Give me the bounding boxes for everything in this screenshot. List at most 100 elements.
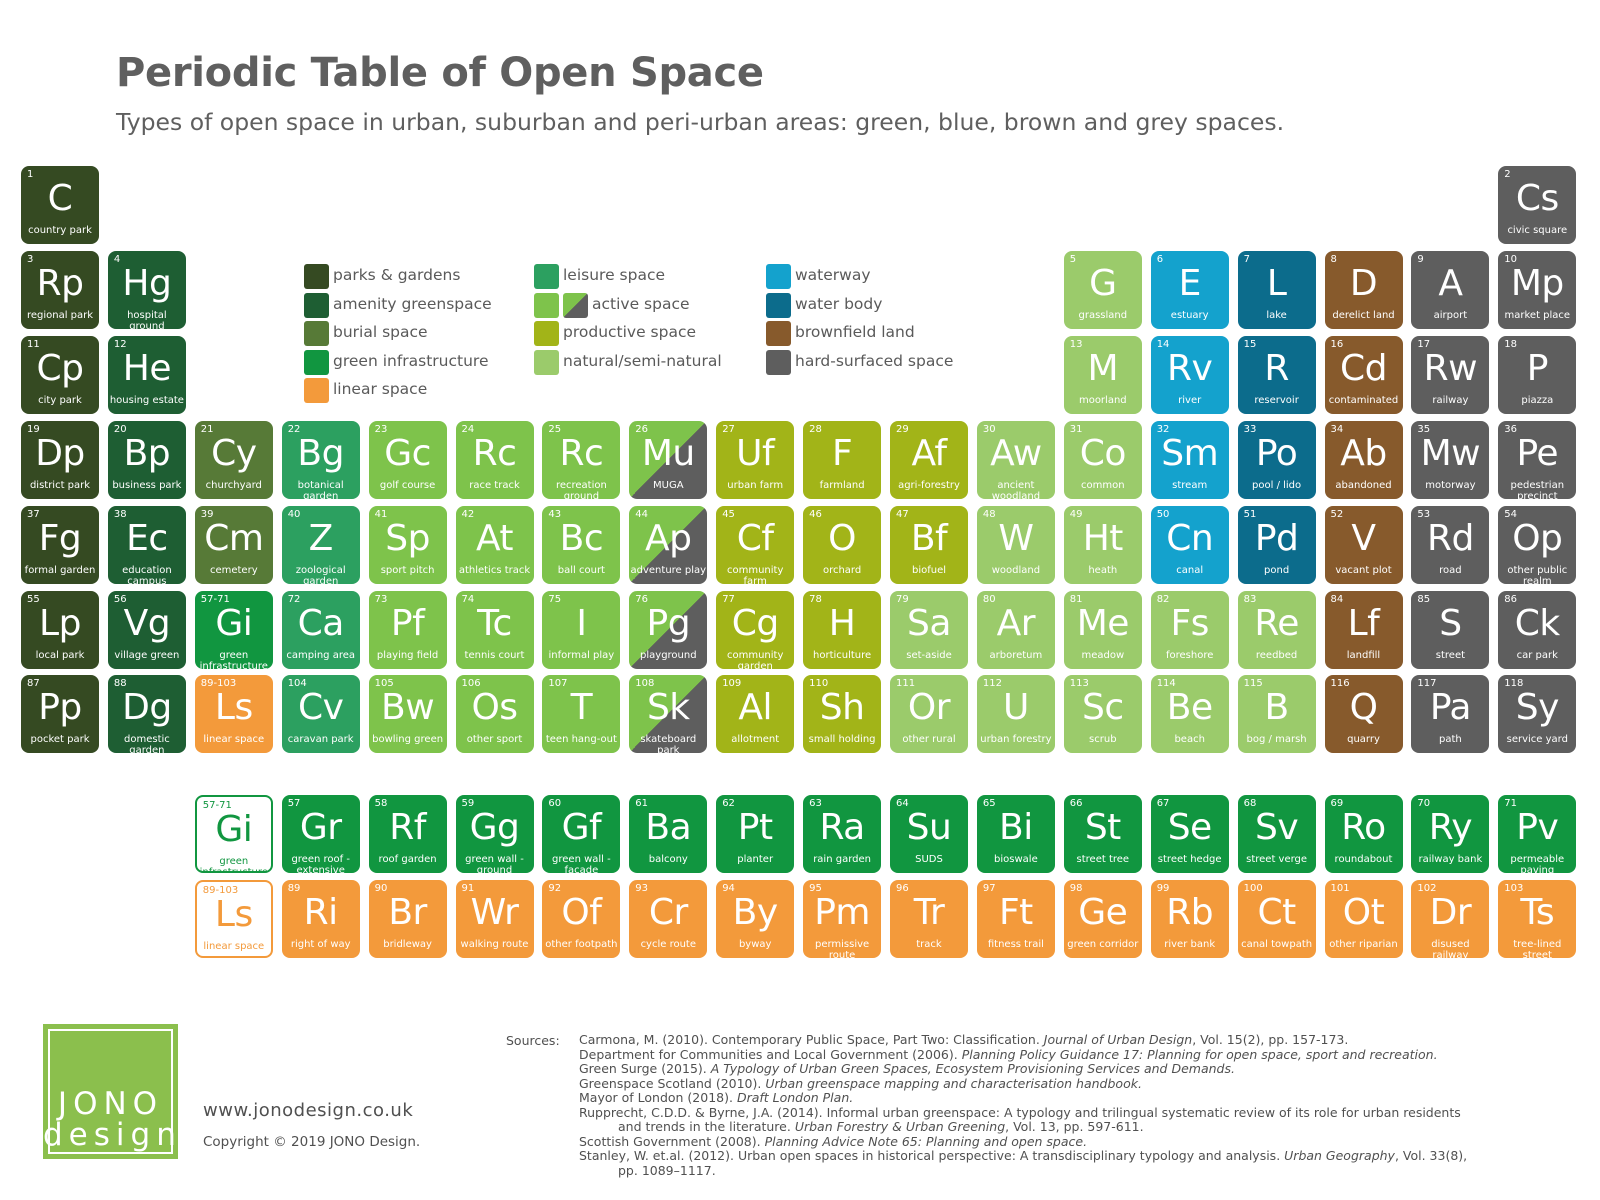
element-tile-lp[interactable]: 55 Lp local park bbox=[21, 591, 99, 669]
element-tile-or[interactable]: 111 Or other rural bbox=[890, 675, 968, 753]
element-tile-gi[interactable]: 57-71 Gi green infrastructure bbox=[194, 591, 273, 669]
element-tile-sa[interactable]: 79 Sa set-aside bbox=[890, 591, 968, 669]
element-tile-po[interactable]: 33 Po pool / lido bbox=[1237, 421, 1316, 499]
element-tile-gg[interactable]: 59 Gg green wall - ground bbox=[455, 795, 534, 873]
element-tile-bf[interactable]: 47 Bf biofuel bbox=[890, 506, 968, 584]
element-tile-dg[interactable]: 88 Dg domestic garden bbox=[107, 675, 186, 753]
element-tile-bi[interactable]: 65 Bi bioswale bbox=[976, 795, 1055, 873]
element-tile-by[interactable]: 94 By byway bbox=[716, 880, 795, 958]
element-tile-ri[interactable]: 89 Ri right of way bbox=[281, 880, 360, 958]
element-tile-ck[interactable]: 86 Ck car park bbox=[1498, 591, 1577, 669]
element-tile-uf[interactable]: 27 Uf urban farm bbox=[716, 421, 795, 499]
element-tile-ab[interactable]: 34 Ab abandoned bbox=[1324, 421, 1403, 499]
element-tile-cd[interactable]: 16 Cd contaminated bbox=[1324, 336, 1403, 414]
element-tile-ls[interactable]: 89-103 Ls linear space bbox=[194, 675, 273, 753]
element-tile-pa[interactable]: 117 Pa path bbox=[1411, 675, 1490, 753]
element-tile-ra[interactable]: 63 Ra rain garden bbox=[803, 795, 882, 873]
element-tile-cv[interactable]: 104 Cv caravan park bbox=[281, 675, 360, 753]
element-tile-rd[interactable]: 53 Rd road bbox=[1411, 506, 1490, 584]
element-tile-br[interactable]: 90 Br bridleway bbox=[368, 880, 447, 958]
element-tile-sc[interactable]: 113 Sc scrub bbox=[1063, 675, 1142, 753]
element-tile-gc[interactable]: 23 Gc golf course bbox=[368, 421, 447, 499]
element-tile-ro[interactable]: 69 Ro roundabout bbox=[1324, 795, 1403, 873]
element-tile-ht[interactable]: 49 Ht heath bbox=[1063, 506, 1142, 584]
element-tile-mp[interactable]: 10 Mp market place bbox=[1498, 251, 1577, 329]
element-tile-sk[interactable]: 108 Sk skateboard park bbox=[629, 675, 708, 753]
element-tile-rf[interactable]: 58 Rf roof garden bbox=[368, 795, 447, 873]
element-tile-ap[interactable]: 44 Ap adventure play bbox=[629, 506, 708, 584]
element-tile-ft[interactable]: 97 Ft fitness trail bbox=[976, 880, 1055, 958]
element-tile-ry[interactable]: 70 Ry railway bank bbox=[1411, 795, 1490, 873]
element-tile-gr[interactable]: 57 Gr green roof - extensive bbox=[281, 795, 360, 873]
element-tile-pt[interactable]: 62 Pt planter bbox=[716, 795, 795, 873]
element-tile-bc[interactable]: 43 Bc ball court bbox=[542, 506, 621, 584]
element-tile-be[interactable]: 114 Be beach bbox=[1150, 675, 1229, 753]
element-tile-ls[interactable]: 89-103 Ls linear space bbox=[194, 880, 273, 958]
element-tile-op[interactable]: 54 Op other public realm bbox=[1498, 506, 1577, 584]
element-tile-bw[interactable]: 105 Bw bowling green bbox=[368, 675, 447, 753]
element-tile-st[interactable]: 66 St street tree bbox=[1063, 795, 1142, 873]
element-tile-of[interactable]: 92 Of other footpath bbox=[542, 880, 621, 958]
element-tile-wr[interactable]: 91 Wr walking route bbox=[455, 880, 534, 958]
element-tile-rp[interactable]: 3 Rp regional park bbox=[21, 251, 99, 329]
element-tile-pv[interactable]: 71 Pv permeable paving bbox=[1498, 795, 1577, 873]
element-tile-cs[interactable]: 2 Cs civic square bbox=[1498, 166, 1577, 244]
element-tile-bg[interactable]: 22 Bg botanical garden bbox=[281, 421, 360, 499]
element-tile-bp[interactable]: 20 Bp business park bbox=[107, 421, 186, 499]
element-tile-sy[interactable]: 118 Sy service yard bbox=[1498, 675, 1577, 753]
element-tile-dr[interactable]: 102 Dr disused railway bbox=[1411, 880, 1490, 958]
element-tile-gf[interactable]: 60 Gf green wall - facade bbox=[542, 795, 621, 873]
element-tile-me[interactable]: 81 Me meadow bbox=[1063, 591, 1142, 669]
element-tile-al[interactable]: 109 Al allotment bbox=[716, 675, 795, 753]
element-tile-ot[interactable]: 101 Ot other riparian bbox=[1324, 880, 1403, 958]
element-tile-rc[interactable]: 24 Rc race track bbox=[455, 421, 534, 499]
element-tile-cn[interactable]: 50 Cn canal bbox=[1150, 506, 1229, 584]
element-tile-hg[interactable]: 4 Hg hospital ground bbox=[107, 251, 186, 329]
element-tile-cf[interactable]: 45 Cf community farm bbox=[716, 506, 795, 584]
element-tile-tc[interactable]: 74 Tc tennis court bbox=[455, 591, 534, 669]
element-tile-pf[interactable]: 73 Pf playing field bbox=[368, 591, 447, 669]
element-tile-sp[interactable]: 41 Sp sport pitch bbox=[368, 506, 447, 584]
element-tile-rw[interactable]: 17 Rw railway bbox=[1411, 336, 1490, 414]
element-tile-dp[interactable]: 19 Dp district park bbox=[21, 421, 99, 499]
element-tile-os[interactable]: 106 Os other sport bbox=[455, 675, 534, 753]
element-tile-tr[interactable]: 96 Tr track bbox=[890, 880, 968, 958]
element-tile-mu[interactable]: 26 Mu MUGA bbox=[629, 421, 708, 499]
element-tile-ca[interactable]: 72 Ca camping area bbox=[281, 591, 360, 669]
element-tile-rv[interactable]: 14 Rv river bbox=[1150, 336, 1229, 414]
website-link[interactable]: www.jonodesign.co.uk bbox=[203, 1100, 414, 1121]
element-tile-sh[interactable]: 110 Sh small holding bbox=[803, 675, 882, 753]
element-tile-ba[interactable]: 61 Ba balcony bbox=[629, 795, 708, 873]
element-tile-cr[interactable]: 93 Cr cycle route bbox=[629, 880, 708, 958]
element-tile-ec[interactable]: 38 Ec education campus bbox=[107, 506, 186, 584]
element-tile-fg[interactable]: 37 Fg formal garden bbox=[21, 506, 99, 584]
element-tile-pp[interactable]: 87 Pp pocket park bbox=[21, 675, 99, 753]
element-tile-cg[interactable]: 77 Cg community garden bbox=[716, 591, 795, 669]
element-tile-cp[interactable]: 11 Cp city park bbox=[21, 336, 99, 414]
element-tile-se[interactable]: 67 Se street hedge bbox=[1150, 795, 1229, 873]
element-tile-su[interactable]: 64 Su SUDS bbox=[890, 795, 968, 873]
element-tile-sv[interactable]: 68 Sv street verge bbox=[1237, 795, 1316, 873]
element-tile-rc[interactable]: 25 Rc recreation ground bbox=[542, 421, 621, 499]
element-tile-ge[interactable]: 98 Ge green corridor bbox=[1063, 880, 1142, 958]
element-tile-aw[interactable]: 30 Aw ancient woodland bbox=[976, 421, 1055, 499]
element-tile-af[interactable]: 29 Af agri-forestry bbox=[890, 421, 968, 499]
element-tile-re[interactable]: 83 Re reedbed bbox=[1237, 591, 1316, 669]
